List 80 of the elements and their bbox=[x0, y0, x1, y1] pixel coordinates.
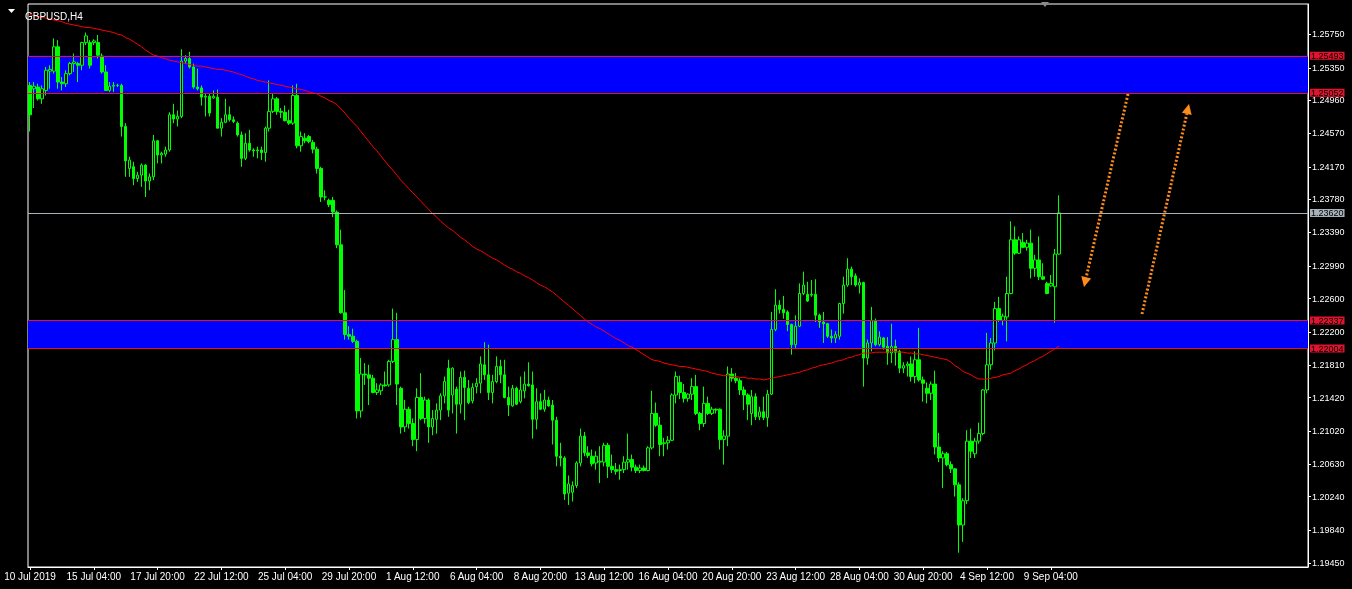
candlestick bbox=[543, 389, 546, 413]
candlestick bbox=[626, 433, 630, 471]
ref-line-label: 1.25052 bbox=[1311, 87, 1344, 98]
candlestick bbox=[256, 146, 259, 159]
candlestick bbox=[28, 81, 32, 133]
candlestick bbox=[144, 163, 147, 198]
candlestick bbox=[806, 281, 809, 303]
x-tick-label: 15 Jul 04:00 bbox=[66, 570, 122, 582]
y-tick-label: 1.22600 bbox=[1312, 293, 1345, 304]
candlestick bbox=[750, 389, 753, 426]
candlestick bbox=[898, 349, 901, 374]
candlestick bbox=[463, 370, 466, 421]
x-tick-label: 9 Sep 04:00 bbox=[1023, 570, 1079, 582]
candlestick bbox=[56, 39, 60, 90]
candlestick bbox=[367, 364, 371, 406]
candlestick bbox=[395, 312, 399, 406]
ref-line-label: 1.23620 bbox=[1311, 207, 1344, 218]
candlestick bbox=[487, 344, 490, 401]
candlestick bbox=[132, 161, 135, 186]
x-tick-label: 22 Jul 12:00 bbox=[194, 570, 250, 582]
candlestick bbox=[1037, 235, 1041, 281]
y-tick-label: 1.24960 bbox=[1312, 95, 1345, 106]
candlestick bbox=[471, 382, 474, 404]
x-tick-label: 4 Sep 12:00 bbox=[960, 570, 1015, 582]
ref-line-label: 1.25493 bbox=[1311, 50, 1344, 61]
candlestick bbox=[208, 93, 211, 117]
candlestick bbox=[590, 449, 594, 467]
candlestick bbox=[606, 442, 610, 479]
y-tick-label: 1.22990 bbox=[1312, 260, 1345, 271]
x-tick-label: 23 Aug 12:00 bbox=[766, 570, 826, 582]
ref-line-label: 1.22004 bbox=[1311, 343, 1344, 354]
candlestick bbox=[754, 392, 757, 421]
candlestick bbox=[678, 375, 682, 400]
ref-line-label: 1.22337 bbox=[1311, 315, 1344, 326]
candlestick bbox=[447, 359, 450, 418]
text: GBPUSD,H4 bbox=[25, 10, 84, 22]
y-tick-label: 1.19450 bbox=[1312, 557, 1345, 568]
candlestick bbox=[427, 397, 430, 444]
candlestick bbox=[906, 360, 909, 378]
y-tick-label: 1.20630 bbox=[1312, 458, 1345, 469]
y-tick-label: 1.20240 bbox=[1312, 491, 1345, 502]
candlestick bbox=[598, 445, 602, 484]
x-tick-label: 10 Jul 2019 bbox=[4, 570, 57, 582]
y-tick-label: 1.21020 bbox=[1312, 426, 1345, 437]
x-tick-label: 25 Jul 04:00 bbox=[257, 570, 313, 582]
y-tick-label: 1.24570 bbox=[1312, 128, 1345, 139]
y-tick-label: 1.21810 bbox=[1312, 359, 1345, 370]
candlestick bbox=[702, 386, 706, 428]
y-tick-label: 1.25350 bbox=[1312, 62, 1345, 73]
candlestick bbox=[862, 281, 865, 388]
candlestick bbox=[909, 355, 913, 383]
candlestick bbox=[399, 386, 403, 435]
y-tick-label: 1.23390 bbox=[1312, 227, 1345, 238]
x-tick-label: 30 Aug 20:00 bbox=[893, 570, 954, 582]
x-tick-label: 13 Aug 12:00 bbox=[574, 570, 635, 582]
candlestick bbox=[467, 379, 470, 405]
x-tick-label: 1 Aug 12:00 bbox=[386, 570, 440, 582]
y-tick-label: 1.24170 bbox=[1312, 161, 1345, 172]
candlestick bbox=[925, 381, 929, 404]
candlestick bbox=[295, 83, 299, 149]
candlestick bbox=[1029, 229, 1033, 279]
y-tick-label: 1.25750 bbox=[1312, 29, 1345, 40]
x-tick-label: 16 Aug 04:00 bbox=[638, 570, 698, 582]
candlestick bbox=[275, 96, 279, 116]
candlestick bbox=[890, 323, 893, 364]
y-tick-label: 1.22200 bbox=[1312, 327, 1345, 338]
candlestick bbox=[112, 81, 115, 93]
x-tick-label: 29 Jul 20:00 bbox=[321, 570, 377, 582]
x-tick-label: 28 Aug 04:00 bbox=[829, 570, 890, 582]
candlestick bbox=[519, 376, 522, 404]
x-tick-label: 6 Aug 04:00 bbox=[449, 570, 504, 582]
candlestick bbox=[822, 311, 825, 344]
x-tick-label: 17 Jul 20:00 bbox=[130, 570, 186, 582]
candlestick bbox=[283, 105, 287, 122]
x-tick-label: 8 Aug 20:00 bbox=[513, 570, 568, 582]
x-tick-label: 20 Aug 20:00 bbox=[702, 570, 762, 582]
y-tick-label: 1.19840 bbox=[1312, 525, 1345, 536]
y-tick-label: 1.23780 bbox=[1312, 194, 1345, 205]
y-tick-label: 1.21420 bbox=[1312, 392, 1345, 403]
candlestick bbox=[638, 464, 642, 474]
